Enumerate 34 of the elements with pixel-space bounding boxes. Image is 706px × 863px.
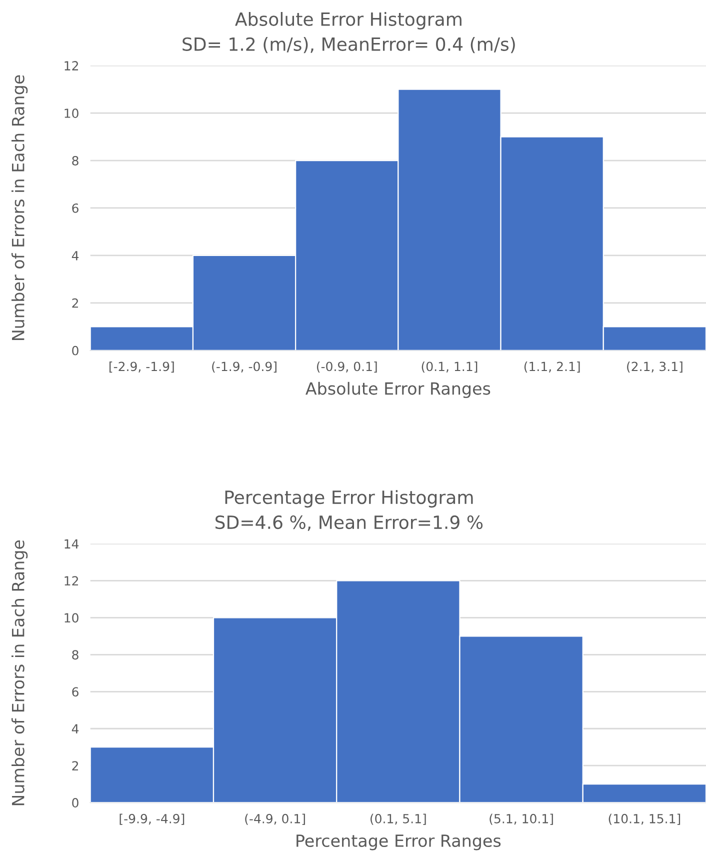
y-tick-label: 2 [72,761,78,770]
x-tick-label: (0.1, 1.1] [422,361,478,373]
y-tick-label: 14 [64,539,79,548]
chart-title: Percentage Error Histogram [225,490,473,508]
y-tick-label: 10 [64,613,78,623]
chart-subtitle: SD= 1.2 (m/s), MeanError= 0.4 (m/s) [182,37,515,54]
y-axis-title: Number of Errors in Each Range [12,540,28,806]
chart-subtitle: SD=4.6 %, Mean Error=1.9 % [215,515,483,531]
chart-title: Absolute Error Histogram [235,12,462,30]
y-tick-label: 6 [72,203,78,213]
x-tick-label: [-9.9, -4.9] [120,814,184,825]
y-tick-label: 0 [72,798,78,808]
x-tick-label: (0.1, 5.1] [370,814,426,825]
y-tick-label: 4 [72,251,79,260]
y-tick-label: 10 [64,108,78,118]
x-tick-label: [-2.9, -1.9] [110,361,174,373]
y-tick-label: 12 [64,576,78,586]
y-tick-label: 8 [72,156,78,166]
x-tick-label: (1.1, 2.1] [524,361,580,373]
x-tick-label: (-1.9, -0.9] [212,361,276,373]
y-tick-label: 4 [72,724,79,734]
y-tick-label: 0 [72,346,78,356]
y-axis-title: Number of Errors in Each Range [12,75,28,340]
x-axis-title: Percentage Error Ranges [296,834,501,850]
x-tick-label: (2.1, 3.1] [627,361,682,373]
x-axis-title: Absolute Error Ranges [306,382,490,398]
y-tick-label: 2 [72,298,78,308]
y-tick-label: 6 [72,687,78,697]
y-tick-label: 8 [72,650,78,660]
x-tick-label: (5.1, 10.1] [490,814,553,825]
x-tick-label: (-0.9, 0.1] [316,361,377,373]
y-tick-label: 12 [64,61,78,70]
x-tick-label: (10.1, 15.1] [608,814,680,825]
x-tick-label: (-4.9, 0.1] [245,814,305,825]
